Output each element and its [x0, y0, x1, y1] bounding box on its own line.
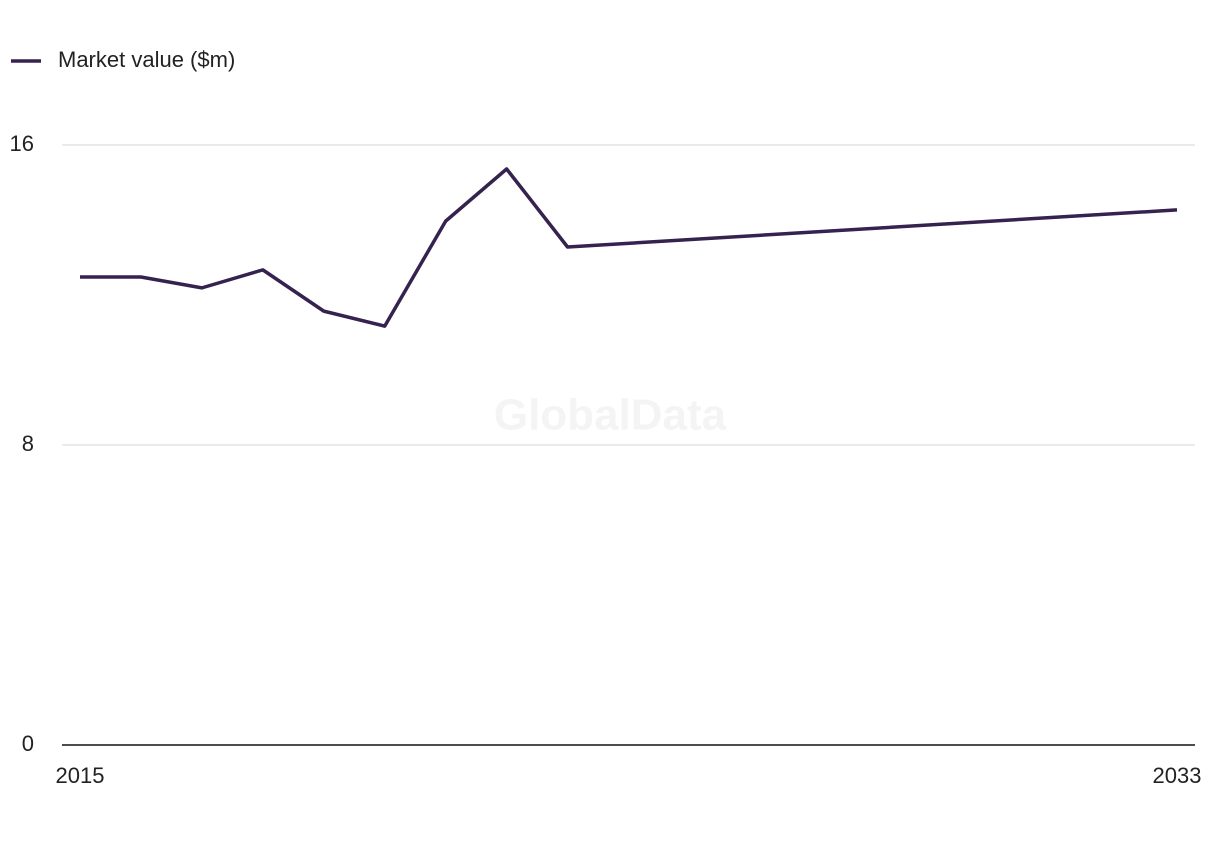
data-line — [80, 167, 1178, 328]
x-tick-label: 2015 — [56, 763, 105, 788]
y-tick-label: 0 — [22, 731, 34, 756]
x-tick-label: 2033 — [1153, 763, 1202, 788]
watermark: GlobalData — [494, 391, 727, 440]
y-tick-label: 8 — [22, 431, 34, 456]
y-tick-label: 16 — [10, 131, 34, 156]
legend-label: Market value ($m) — [58, 47, 235, 72]
